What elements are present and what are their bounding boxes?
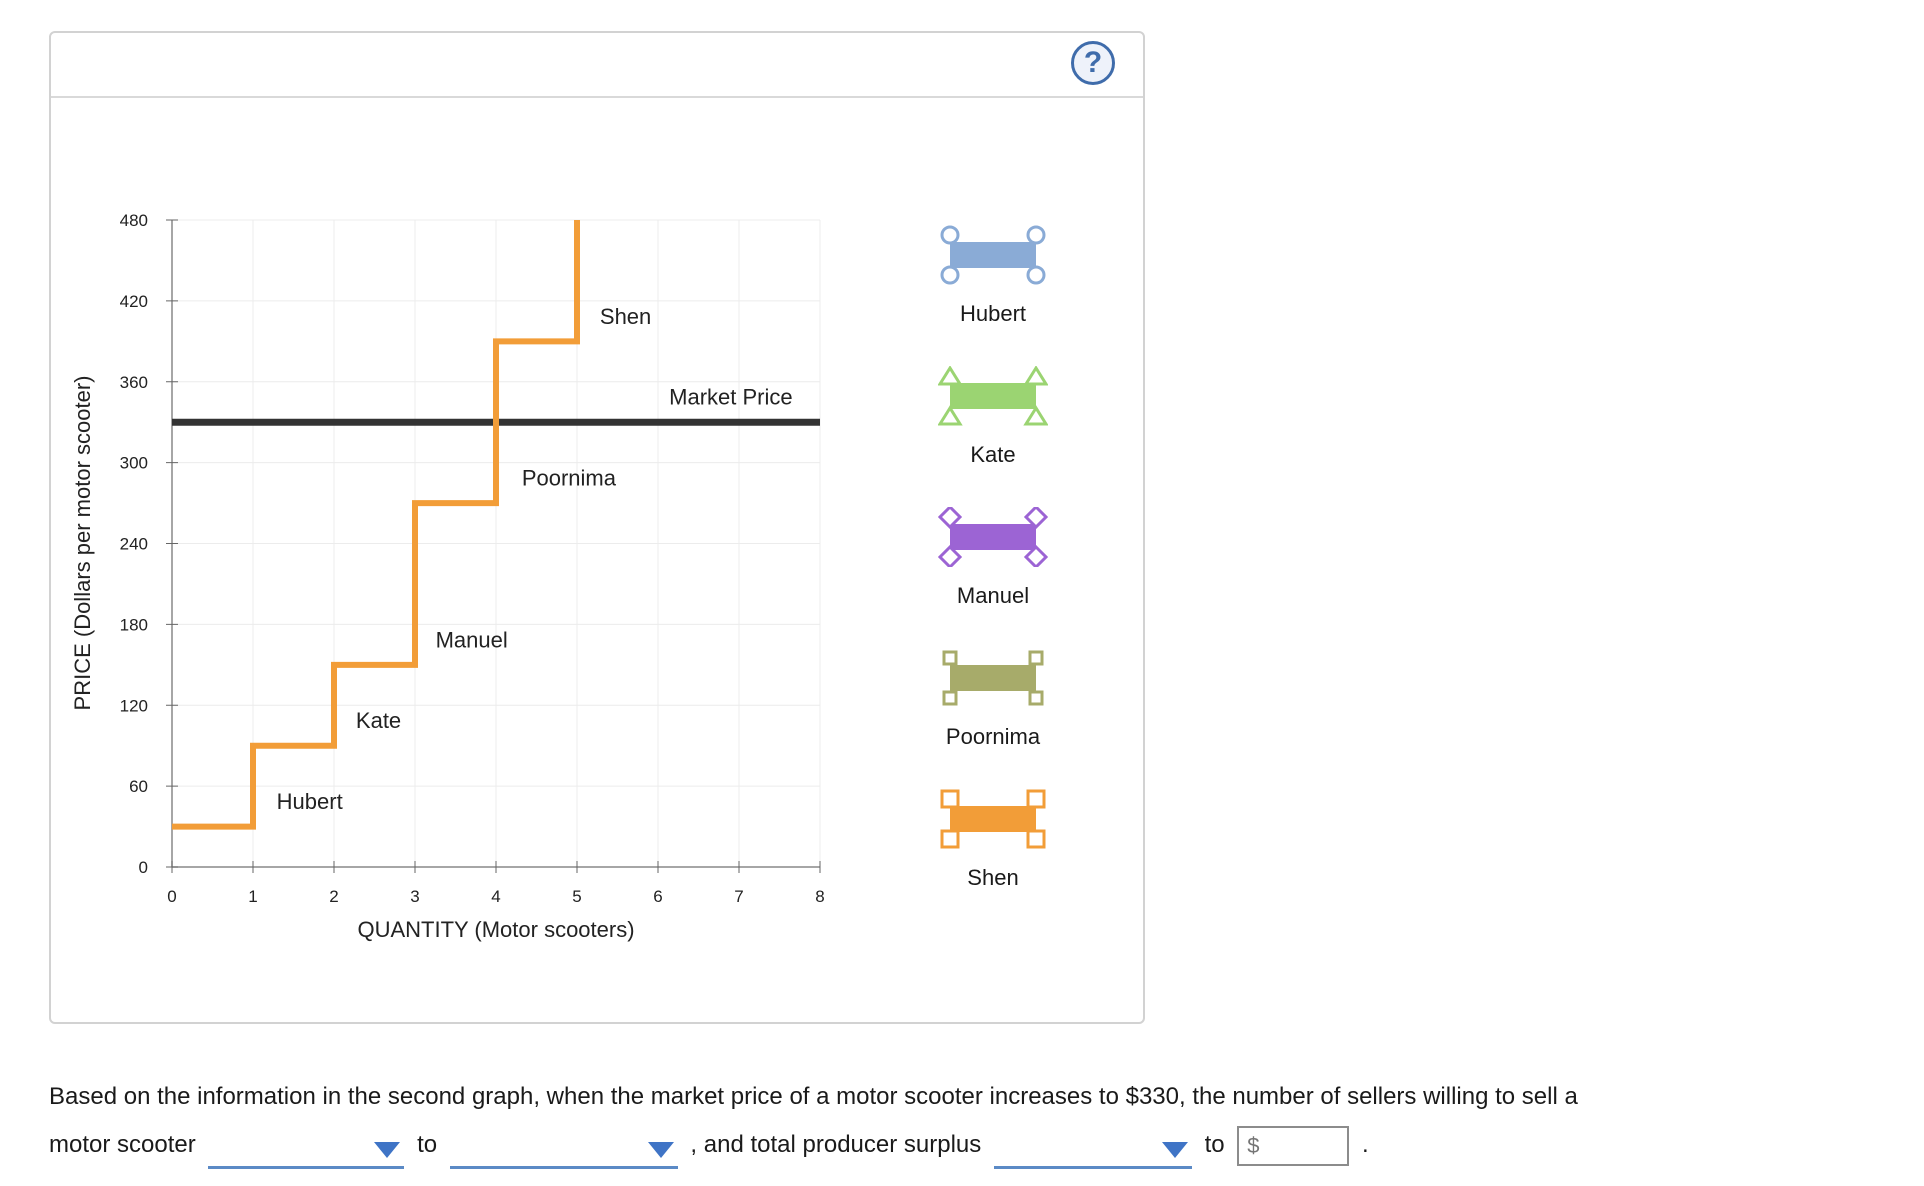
step-label-shen: Shen (600, 304, 651, 329)
y-tick-label: 180 (120, 615, 148, 634)
legend-marker-shape (1023, 366, 1048, 386)
step-label-poornima: Poornima (522, 466, 617, 491)
legend-marker-shape (940, 225, 960, 245)
chevron-down-icon (374, 1142, 401, 1158)
legend-marker-shape (1023, 405, 1048, 426)
legend-marker-shape (942, 690, 958, 706)
y-tick-label: 120 (120, 696, 148, 715)
hubert-circle-marker-icon[interactable] (938, 225, 1048, 285)
legend-marker-shape (950, 524, 1036, 550)
x-tick-label: 5 (572, 887, 581, 906)
legend-marker-shape (938, 544, 963, 567)
sellers-count-dropdown[interactable] (449, 1132, 678, 1169)
y-tick-label: 360 (120, 373, 148, 392)
x-tick-label: 3 (410, 887, 419, 906)
legend-label: Manuel (956, 583, 1030, 608)
supply-chart: 0 60 120 180 240 300 360 420 480 0 1 2 3 4 5 6 7 8 PRICE (… (70, 211, 825, 942)
supply-curve (172, 220, 580, 830)
question-line-1: Based on the information in the second g… (49, 1083, 1578, 1110)
legend-marker-shape (1026, 265, 1046, 285)
legend-marker-shape (940, 789, 960, 809)
y-tick-label: 240 (120, 535, 148, 554)
y-tick-label: 60 (129, 777, 148, 796)
step-label-manuel: Manuel (436, 627, 508, 652)
x-tick-label: 4 (491, 887, 500, 906)
chevron-down-icon (1161, 1142, 1188, 1158)
panel-header: ? (51, 33, 1143, 98)
graph-panel: ? 0 60 120 180 240 300 360 420 480 0 1 2 3 4 5 6 7 8 PRICE… (49, 31, 1145, 1024)
poornima-square-marker-icon[interactable] (938, 648, 1048, 708)
surplus-change-dropdown[interactable] (993, 1132, 1192, 1169)
step-label-hubert: Hubert (277, 789, 343, 814)
sellers-change-dropdown[interactable] (208, 1132, 405, 1169)
legend-label: Shen (967, 865, 1019, 890)
legend-marker-shape (938, 366, 963, 386)
x-tick-label: 7 (734, 887, 743, 906)
kate-triangle-marker-icon[interactable] (938, 366, 1048, 426)
legend-label: Poornima (945, 724, 1041, 749)
to-text-1: to (417, 1131, 438, 1158)
legend-item-kate[interactable]: Kate (923, 366, 1063, 468)
market-price-label: Market Price (669, 385, 792, 410)
help-icon[interactable]: ? (1071, 41, 1115, 85)
surplus-text: , and total producer surplus (690, 1131, 982, 1158)
question-text: Based on the information in the second g… (49, 1073, 1889, 1169)
x-tick-label: 2 (329, 887, 338, 906)
legend-marker-shape (950, 665, 1036, 691)
y-tick-label: 420 (120, 292, 148, 311)
legend-marker-shape (940, 265, 960, 285)
legend-marker-shape (950, 242, 1036, 268)
step-label-kate: Kate (356, 708, 401, 733)
legend-label: Hubert (959, 301, 1027, 326)
legend-marker-shape (942, 650, 958, 666)
y-axis-label: PRICE (Dollars per motor scooter) (70, 376, 95, 711)
legend-label: Kate (970, 442, 1016, 467)
manuel-diamond-marker-icon[interactable] (938, 507, 1048, 567)
legend-marker-shape (1028, 650, 1044, 666)
legend-marker-shape (1023, 507, 1048, 530)
question-line-2: motor scooter to , and total producer su… (49, 1121, 1889, 1169)
legend-marker-shape (1026, 829, 1046, 849)
y-tick-label: 300 (120, 454, 148, 473)
legend-item-hubert[interactable]: Hubert (923, 225, 1063, 327)
chevron-down-icon (647, 1142, 674, 1158)
y-tick-label: 480 (120, 211, 148, 230)
x-tick-label: 6 (653, 887, 662, 906)
legend-item-manuel[interactable]: Manuel (923, 507, 1063, 609)
question-lead-text: motor scooter (49, 1131, 196, 1158)
surplus-amount-input[interactable] (1237, 1125, 1350, 1166)
period-text: . (1361, 1131, 1369, 1158)
x-tick-label: 8 (815, 887, 824, 906)
legend-marker-shape (940, 829, 960, 849)
legend-marker-shape (1026, 789, 1046, 809)
legend-marker-shape (950, 383, 1036, 409)
legend-marker-shape (1026, 225, 1046, 245)
legend-marker-shape (1028, 690, 1044, 706)
legend-item-shen[interactable]: Shen (923, 789, 1063, 891)
legend-marker-shape (1023, 544, 1048, 567)
legend-marker-shape (938, 405, 963, 426)
legend-marker-shape (938, 507, 963, 530)
x-tick-label: 1 (248, 887, 257, 906)
legend-item-poornima[interactable]: Poornima (923, 648, 1063, 750)
x-axis-label: QUANTITY (Motor scooters) (357, 917, 634, 942)
legend-marker-shape (950, 806, 1036, 832)
to-text-2: to (1204, 1131, 1225, 1158)
y-tick-label: 0 (139, 858, 148, 877)
shen-square-marker-icon[interactable] (938, 789, 1048, 849)
x-tick-label: 0 (167, 887, 176, 906)
